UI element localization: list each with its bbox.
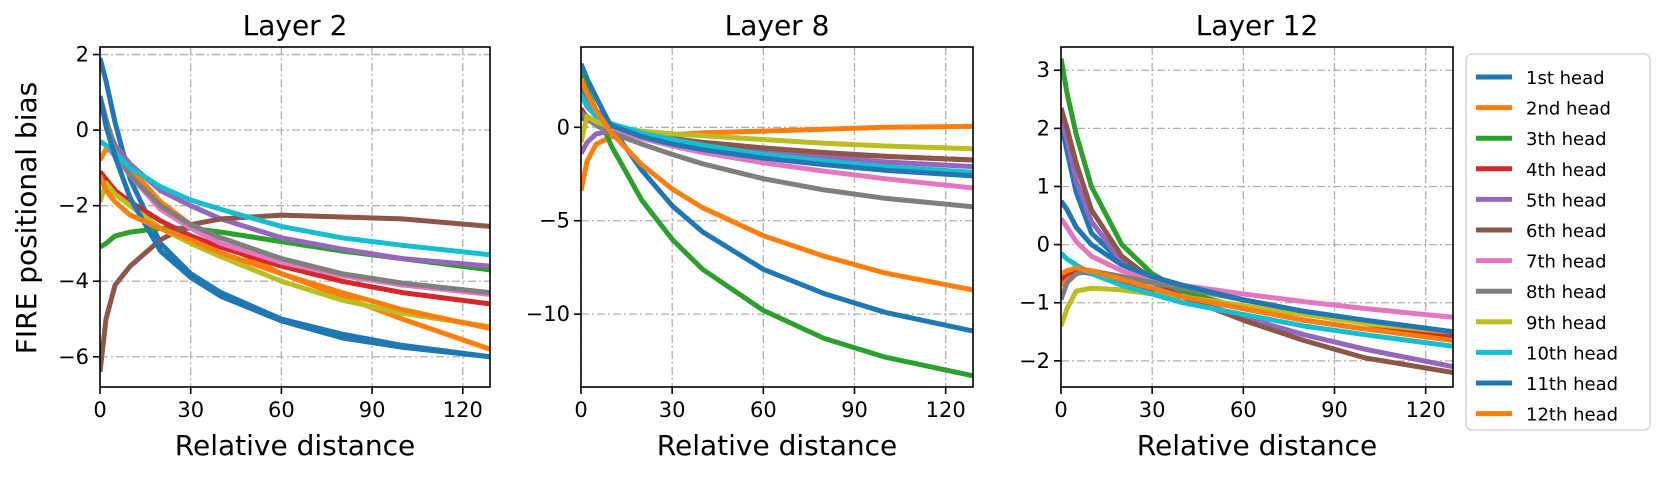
x-axis-label: Relative distance [657, 429, 897, 462]
legend-item: 1st head [1476, 68, 1605, 89]
series-line-10th-head [1061, 251, 1453, 349]
x-tick-label: 60 [268, 398, 295, 422]
x-tick-label: 120 [443, 398, 483, 422]
x-tick-label: 0 [1054, 398, 1067, 422]
legend-item: 2nd head [1476, 99, 1611, 120]
x-tick-label: 90 [359, 398, 386, 422]
y-tick-label: 0 [1037, 233, 1050, 257]
legend-label: 11th head [1526, 374, 1618, 395]
y-tick-label: 0 [557, 115, 570, 139]
legend-label: 12th head [1526, 405, 1618, 426]
y-tick-label: −4 [58, 269, 89, 293]
axes-frame [580, 46, 974, 388]
legend-label: 7th head [1526, 252, 1607, 273]
legend-label: 2nd head [1526, 99, 1611, 120]
legend-label: 9th head [1526, 313, 1607, 334]
series-line-8th-head [581, 110, 973, 210]
x-axis-label: Relative distance [1137, 429, 1377, 462]
subplot-1: 0 30 60 90 120 2 0 −2 −4 −6 Layer 2 Relative distan… [58, 9, 491, 462]
subplot-3: 0 30 60 90 120 3 2 1 0 −1 −2 Layer 12 Relative dista… [1019, 9, 1454, 462]
legend-item: 6th head [1476, 221, 1607, 242]
figure-y-axis-label: FIRE positional bias [10, 82, 43, 354]
y-tick-label: −2 [1019, 349, 1050, 373]
y-tick-label: 2 [1037, 116, 1050, 140]
series-line-1st-head [100, 57, 490, 360]
series-line-9th-head [581, 113, 973, 152]
x-tick-label: 0 [93, 398, 106, 422]
axes-frame [1060, 46, 1454, 388]
y-tick-label: −2 [58, 194, 89, 218]
legend-item: 11th head [1476, 374, 1618, 395]
legend-label: 4th head [1526, 160, 1607, 181]
series-line-10th-head [581, 92, 973, 175]
y-tick-label: 3 [1037, 58, 1050, 82]
x-tick-label: 120 [926, 398, 966, 422]
y-tick-label: −5 [539, 209, 570, 233]
x-tick-label: 90 [841, 398, 868, 422]
x-tick-label: 60 [1230, 398, 1257, 422]
x-axis-label: Relative distance [175, 429, 415, 462]
y-tick-label: −10 [526, 302, 570, 326]
x-tick-label: 30 [1139, 398, 1166, 422]
legend-label: 3th head [1526, 129, 1607, 150]
legend-label: 5th head [1526, 190, 1607, 211]
series-line-12th-head [100, 174, 490, 331]
series-line-11th-head [100, 95, 490, 360]
x-tick-label: 90 [1321, 398, 1348, 422]
subplot-title: Layer 2 [243, 9, 348, 42]
series-line-7th-head [1061, 217, 1453, 320]
subplot-2: 0 30 60 90 120 0 −5 −10 Layer 8 Relative distance [526, 9, 974, 462]
series-line-12th-head [1061, 265, 1453, 343]
x-tick-label: 30 [659, 398, 686, 422]
x-tick-label: 0 [574, 398, 587, 422]
series-line-1st-head [581, 62, 973, 334]
legend-label: 1st head [1526, 68, 1605, 89]
series-line-3th-head [581, 72, 973, 379]
legend-frame [1465, 53, 1651, 431]
legend-label: 6th head [1526, 221, 1607, 242]
x-tick-label: 30 [177, 398, 204, 422]
legend-item: 12th head [1476, 405, 1618, 426]
y-tick-label: 2 [76, 43, 89, 67]
series-line-9th-head [100, 180, 490, 330]
axes-frame [99, 46, 491, 388]
y-tick-label: 0 [76, 118, 89, 142]
legend-item: 3th head [1476, 129, 1607, 150]
series-line-12th-head [581, 77, 973, 293]
series-line-11th-head [1061, 199, 1453, 335]
legend-item: 10th head [1476, 343, 1618, 364]
series-group [581, 62, 973, 379]
x-tick-label: 60 [750, 398, 777, 422]
y-tick-label: −1 [1019, 291, 1050, 315]
x-tick-label: 120 [1406, 398, 1446, 422]
legend-item: 7th head [1476, 252, 1607, 273]
legend-label: 8th head [1526, 282, 1607, 303]
legend-item: 4th head [1476, 160, 1607, 181]
legend-label: 10th head [1526, 343, 1618, 364]
series-group [100, 57, 490, 373]
legend: 1st head 2nd head 3th head 4th head 5th head… [1465, 53, 1651, 431]
subplot-title: Layer 8 [725, 9, 830, 42]
legend-item: 5th head [1476, 190, 1607, 211]
y-tick-label: −6 [58, 345, 89, 369]
legend-item: 9th head [1476, 313, 1607, 334]
series-group [1061, 58, 1453, 375]
legend-item: 8th head [1476, 282, 1607, 303]
y-tick-label: 1 [1037, 174, 1050, 198]
subplot-title: Layer 12 [1196, 9, 1319, 42]
